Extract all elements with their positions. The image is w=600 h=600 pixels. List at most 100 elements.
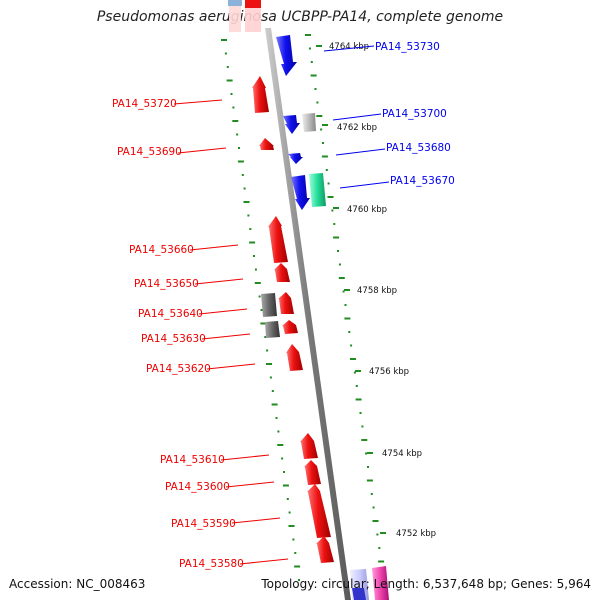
tick-mark: [254, 282, 261, 284]
kbp-dash: [380, 532, 386, 534]
tick-mark: [238, 147, 240, 149]
tick-mark: [355, 385, 358, 387]
faded-feature-pink-2: [245, 8, 261, 32]
tick-mark: [350, 344, 353, 347]
gene-label-pa14-53590[interactable]: PA14_53590: [171, 518, 236, 530]
tick-mark: [269, 376, 272, 379]
gene-arrow-pa14-53680: [288, 153, 303, 164]
tick-mark: [327, 196, 334, 198]
leader-line-pa14-53600: [225, 481, 275, 488]
tick-mark: [277, 444, 284, 446]
tick-mark: [298, 579, 300, 581]
tick-mark: [254, 268, 257, 271]
gene-arrow-pa14-53650: [274, 263, 290, 282]
tick-mark: [232, 120, 239, 122]
gene-label-pa14-53650[interactable]: PA14_53650: [134, 278, 199, 290]
kbp-label-4760: 4760 kbp: [347, 205, 387, 215]
leader-line-pa14-53680: [335, 148, 386, 156]
gene-label-pa14-53730[interactable]: PA14_53730: [375, 41, 440, 53]
gene-label-pa14-53620[interactable]: PA14_53620: [146, 363, 211, 375]
tick-mark: [264, 336, 267, 338]
tick-mark: [378, 547, 381, 549]
faded-feature-red: [245, 0, 261, 8]
leader-line-pa14-53650: [194, 278, 244, 285]
gene-arrow-pa14-53670: [291, 175, 310, 210]
feature-grey-1: [261, 293, 277, 317]
gene-label-pa14-53660[interactable]: PA14_53660: [129, 244, 194, 256]
gene-label-pa14-53630[interactable]: PA14_53630: [141, 333, 206, 345]
tick-mark: [221, 39, 227, 41]
map-title: Pseudomonas aeruginosa UCBPP-PA14, compl…: [96, 9, 504, 25]
tick-mark: [333, 236, 340, 239]
tick-mark: [308, 47, 311, 50]
gene-label-pa14-53610[interactable]: PA14_53610: [160, 454, 225, 466]
tick-mark: [376, 533, 379, 536]
gene-arrow-pa14-53660: [268, 216, 288, 263]
tick-mark: [260, 309, 263, 311]
tick-mark: [378, 560, 385, 563]
tick-mark: [350, 358, 356, 360]
leader-line-pa14-53730: [323, 45, 375, 52]
tick-mark: [271, 403, 278, 406]
tick-mark: [331, 209, 334, 212]
gene-label-pa14-53690[interactable]: PA14_53690: [117, 146, 182, 158]
tick-mark: [283, 471, 285, 473]
tick-mark: [316, 115, 323, 117]
tick-mark: [277, 430, 280, 433]
gene-label-pa14-53580[interactable]: PA14_53580: [179, 558, 244, 570]
tick-mark: [344, 304, 347, 306]
gene-arrow-pa14-53730: [276, 35, 297, 76]
tick-mark: [367, 466, 369, 468]
tick-mark: [372, 520, 379, 522]
tick-mark: [370, 493, 373, 495]
leader-line-pa14-53590: [231, 517, 281, 524]
leader-line-pa14-53620: [206, 363, 256, 370]
kbp-label-4764: 4764 kbp: [329, 42, 369, 52]
kbp-label-4762: 4762 kbp: [337, 123, 377, 133]
gene-label-pa14-53640[interactable]: PA14_53640: [138, 308, 203, 320]
gene-label-pa14-53700[interactable]: PA14_53700: [382, 108, 447, 120]
kbp-label-4758: 4758 kbp: [357, 286, 397, 296]
gene-label-pa14-53680[interactable]: PA14_53680: [386, 142, 451, 154]
tick-mark: [253, 255, 255, 257]
tick-mark: [344, 317, 351, 320]
tick-mark: [322, 142, 324, 144]
faded-feature-blue: [228, 0, 242, 6]
accession-text: Accession: NC_008463: [9, 577, 146, 591]
tick-mark: [320, 128, 323, 131]
feature-blue-bottom: [352, 588, 366, 600]
gene-arrow-pa14-53620: [286, 344, 303, 371]
leader-line-pa14-53700: [332, 113, 382, 121]
tick-mark: [338, 277, 345, 279]
leader-line-pa14-53690: [177, 147, 227, 154]
kbp-dash: [344, 289, 350, 291]
feature-green: [309, 173, 326, 207]
tick-mark: [271, 390, 274, 392]
tick-mark: [292, 538, 295, 541]
leader-line-pa14-53670: [339, 181, 390, 189]
tick-mark: [365, 452, 368, 455]
tick-mark: [236, 133, 239, 136]
tick-mark: [286, 498, 289, 500]
tick-mark: [361, 439, 368, 441]
feature-light-grey: [302, 113, 316, 132]
leader-line-pa14-53660: [189, 244, 239, 251]
tick-mark: [232, 106, 235, 109]
tick-mark: [327, 182, 330, 185]
leader-line-pa14-53610: [220, 454, 270, 461]
tick-mark: [243, 201, 250, 203]
tick-mark: [321, 155, 328, 158]
tick-mark: [366, 479, 373, 482]
gene-label-pa14-53720[interactable]: PA14_53720: [112, 98, 177, 110]
tick-mark: [224, 52, 227, 55]
faded-feature-pink: [229, 6, 241, 32]
gene-label-pa14-53670[interactable]: PA14_53670: [390, 175, 455, 187]
gene-label-pa14-53600[interactable]: PA14_53600: [165, 481, 230, 493]
tick-mark: [230, 93, 233, 95]
tick-mark: [355, 398, 362, 401]
leader-line-pa14-53580: [239, 558, 289, 565]
tick-mark: [258, 295, 261, 298]
tick-mark: [241, 174, 244, 176]
tick-mark: [338, 263, 341, 266]
